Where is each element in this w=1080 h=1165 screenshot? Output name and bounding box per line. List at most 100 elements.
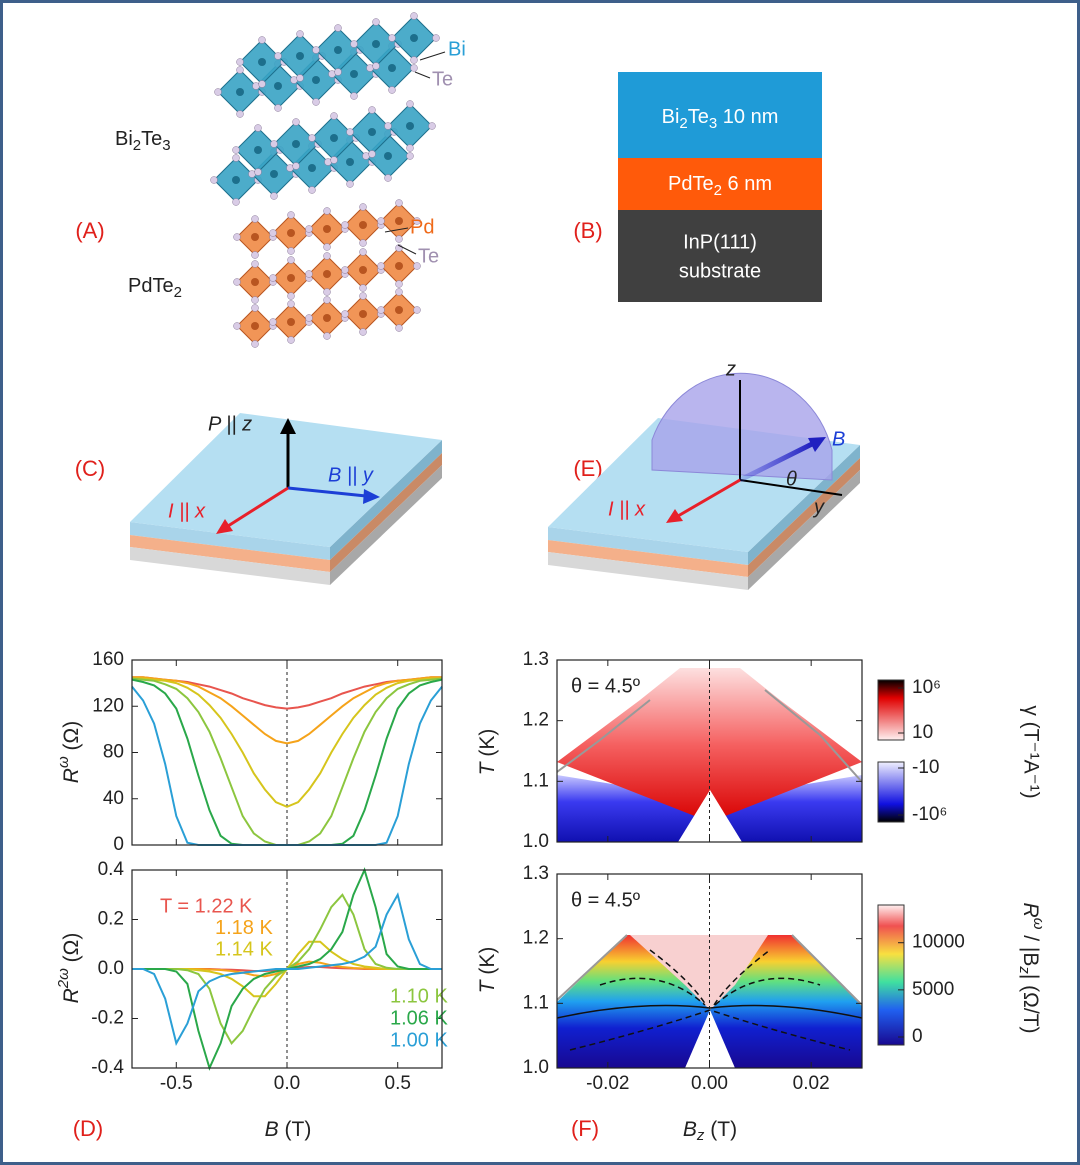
y-tick-label: 1.2 [523,710,549,731]
atom [305,314,313,322]
atom [269,318,277,326]
y-axis-label: T (K) [476,947,499,994]
atom [346,158,354,166]
atom [350,92,358,100]
atom [308,186,316,194]
atom [350,70,358,78]
atom [368,150,376,158]
atom [258,80,266,88]
atom [292,140,300,148]
atom [308,164,316,172]
atom [323,314,331,322]
atom [254,124,262,132]
atom [372,40,380,48]
atom [287,211,295,219]
colorbar [877,679,905,741]
arrowhead [666,509,683,523]
atom [269,274,277,282]
atom [270,170,278,178]
legend-entry: 1.18 K [215,917,273,939]
layer-label: PdTe2 6 nm [668,173,772,199]
atom [384,152,392,160]
atom [359,221,367,229]
atom [341,266,349,274]
legend-entry: 1.06 K [390,1007,448,1029]
y-tick-label: 1.0 [523,1057,549,1078]
atom [233,233,241,241]
atom [251,251,259,259]
atom [233,278,241,286]
arrowhead [280,418,296,434]
formula: Bi2Te3 [115,128,171,154]
atom [330,112,338,120]
y-axis-label: Rω (Ω) [55,721,83,783]
atom [413,217,421,225]
annotation: θ = 4.5º [571,675,641,697]
atom [232,146,240,154]
crystal-structure [210,12,440,348]
atom [251,215,259,223]
axis-label: I || x [168,500,206,522]
atom [323,332,331,340]
atom-label: Te [432,68,453,90]
atom [359,248,367,256]
atom [323,225,331,233]
atom [377,262,385,270]
arrowhead [363,489,380,504]
axis-label: y [812,496,825,518]
atom [258,36,266,44]
atom [296,52,304,60]
sample-slab [130,413,442,585]
atom [251,304,259,312]
x-tick-label: -0.02 [586,1073,629,1094]
leader [414,71,431,79]
atom [368,128,376,136]
colorbar-tick-label: -10⁶ [912,804,947,825]
annotation: θ = 4.5º [571,889,641,911]
atom [395,280,403,288]
atom [388,86,396,94]
x-tick-label: 0.5 [385,1073,411,1094]
plot-frame [131,659,443,846]
y-tick-label: 1.0 [523,831,549,852]
atom [406,100,414,108]
axis-label: B || y [328,464,374,486]
atom [287,292,295,300]
atom [428,122,436,130]
atom [274,52,282,60]
atom [292,118,300,126]
atom [323,270,331,278]
atom [308,134,316,142]
atom [359,292,367,300]
atom [359,266,367,274]
layer [618,72,822,158]
atom [236,88,244,96]
atom [377,306,385,314]
atom [254,168,262,176]
atom [323,207,331,215]
atom [368,106,376,114]
y-tick-label: 1.1 [523,992,549,1013]
atom [305,270,313,278]
atom [410,64,418,72]
atom [334,46,342,54]
atom [341,310,349,318]
axis-label: I || x [608,498,646,520]
atom [388,64,396,72]
layer [618,210,822,302]
atom [395,288,403,296]
colorbar-tick-label: 10000 [912,932,965,953]
x-axis-label: Bz (T) [683,1118,737,1144]
atom-label: Te [418,245,439,267]
x-tick-label: 0.0 [274,1073,300,1094]
angle-label: θ [786,468,797,490]
atom [287,229,295,237]
axis-label: P || z [208,413,252,435]
atom [232,176,240,184]
atom [236,110,244,118]
atom [350,40,358,48]
atom [377,217,385,225]
y-tick-label: 1.1 [523,770,549,791]
leader [384,227,409,233]
atom [254,146,262,154]
